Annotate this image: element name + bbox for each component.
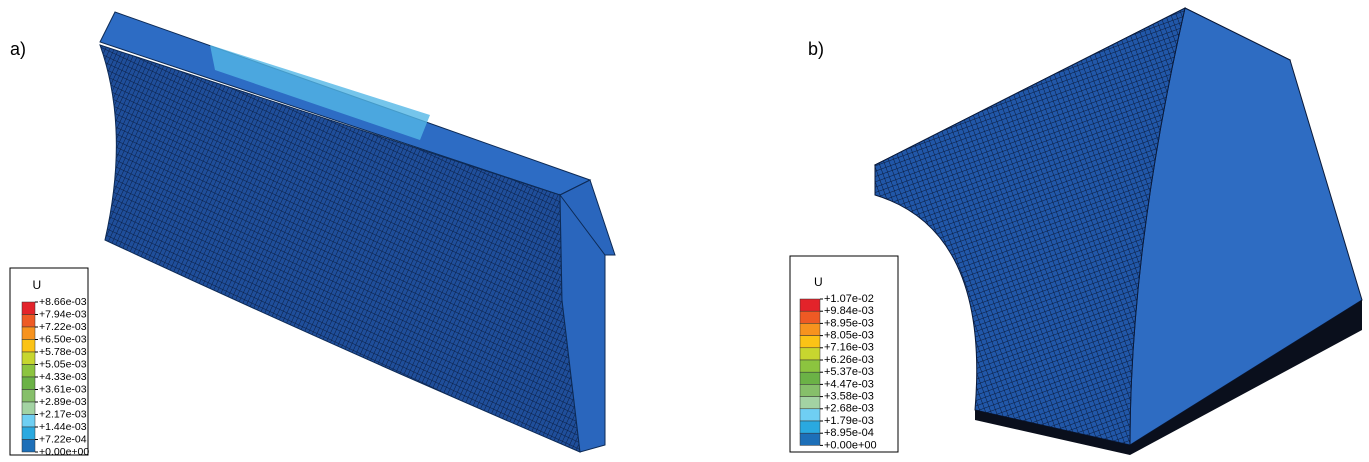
- legend-label: +7.22e-04: [39, 433, 87, 445]
- panel-label: a): [10, 39, 26, 59]
- legend-label: +7.22e-03: [39, 321, 87, 333]
- legend-label: +2.68e-03: [824, 403, 874, 415]
- legend-label: +5.37e-03: [824, 366, 874, 378]
- legend-label: +6.50e-03: [39, 333, 87, 345]
- legend-swatch: [800, 299, 820, 311]
- legend-title: U: [814, 275, 823, 289]
- legend-swatch: [22, 340, 35, 353]
- legend-swatch: [22, 352, 35, 365]
- legend-swatch: [800, 433, 820, 445]
- legend-swatch: [800, 348, 820, 360]
- legend-swatch: [22, 440, 35, 453]
- legend-swatch: [22, 390, 35, 403]
- legend-swatch: [22, 427, 35, 440]
- legend-swatch: [22, 415, 35, 428]
- legend-label: +8.05e-03: [824, 330, 874, 342]
- legend-swatch: [22, 327, 35, 340]
- legend-label: +1.07e-02: [824, 293, 874, 305]
- figure: a) b) U +8.66e-03+7.94e-03+7.22e-03+6.50e…: [0, 0, 1369, 457]
- legend-label: +5.78e-03: [39, 346, 87, 358]
- legend-title: U: [33, 278, 42, 292]
- legend-label: +9.84e-03: [824, 305, 874, 317]
- legend-label: +5.05e-03: [39, 358, 87, 370]
- legend-swatch: [800, 323, 820, 335]
- legend-label: +3.58e-03: [824, 391, 874, 403]
- legend-label: +8.95e-03: [824, 317, 874, 329]
- legend-label: +0.00e+00: [39, 446, 89, 457]
- legend-label: +6.26e-03: [824, 354, 874, 366]
- legend-swatch: [800, 360, 820, 372]
- legend-swatch: [22, 365, 35, 378]
- legend-label: +7.94e-03: [39, 308, 87, 320]
- legend-label: +8.66e-03: [39, 296, 87, 308]
- legend-swatch: [800, 372, 820, 384]
- legend-swatch: [800, 409, 820, 421]
- legend-label: +2.89e-03: [39, 396, 87, 408]
- legend-label: +8.95e-04: [824, 427, 874, 439]
- panel-a-model: [100, 12, 615, 452]
- legend-swatch: [22, 302, 35, 315]
- legend-label: +1.44e-03: [39, 421, 87, 433]
- legend-label: +0.00e+00: [824, 439, 877, 451]
- legend-swatch: [800, 384, 820, 396]
- legend-swatch: [800, 311, 820, 323]
- panel-b-model: [875, 8, 1362, 455]
- legend-label: +3.61e-03: [39, 383, 87, 395]
- panel-label: b): [808, 39, 824, 59]
- legend-swatch: [22, 402, 35, 415]
- legend-swatch: [22, 377, 35, 390]
- legend-label: +2.17e-03: [39, 408, 87, 420]
- legend-label: +1.79e-03: [824, 415, 874, 427]
- legend-swatch: [800, 397, 820, 409]
- legend-label: +4.47e-03: [824, 378, 874, 390]
- legend-swatch: [22, 315, 35, 328]
- legend-swatch: [800, 336, 820, 348]
- legend-swatch: [800, 421, 820, 433]
- legend-label: +4.33e-03: [39, 371, 87, 383]
- legend-label: +7.16e-03: [824, 342, 874, 354]
